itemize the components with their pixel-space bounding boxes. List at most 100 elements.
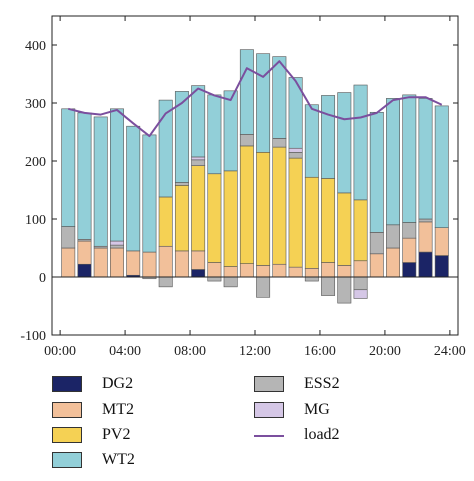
- bar-mt2-h15: [288, 266, 303, 278]
- bar-wt2-h2: [77, 112, 92, 240]
- bar-wt2-h24: [434, 105, 449, 229]
- bar-ess2-h21: [386, 224, 400, 249]
- x-tick-label-3: 12:00: [239, 344, 271, 359]
- bar-wt2-h20: [369, 111, 384, 233]
- bar-wt2-h22: [402, 94, 417, 223]
- bar-wt2-h19: [353, 84, 368, 201]
- bar-wt2-h13: [256, 53, 271, 153]
- line-load2: [67, 60, 443, 138]
- bar-ess2-h22: [402, 222, 417, 239]
- bar-mg-h9: [191, 156, 206, 161]
- bar-mt2-h24: [434, 227, 449, 256]
- bar-mg-h19: [353, 289, 368, 299]
- bar-ess2-h13: [256, 276, 271, 298]
- bar-ess2-h20: [369, 232, 384, 255]
- x-tick-label-4: 16:00: [304, 344, 336, 359]
- bar-pv2-h9: [191, 165, 206, 252]
- bar-wt2-h9: [191, 85, 206, 158]
- bar-wt2-h12: [239, 49, 254, 135]
- bars-layer: [61, 49, 449, 304]
- bar-ess2-h7: [158, 276, 173, 288]
- x-tick-label-0: 00:00: [44, 344, 76, 359]
- bar-pv2-h14: [272, 146, 287, 265]
- y-axis: -100 0 100 200 300 400: [20, 39, 458, 344]
- bar-mg-h4: [110, 240, 124, 246]
- bar-mt2-h11: [223, 266, 238, 278]
- bar-dg2-h23: [418, 251, 433, 278]
- bar-wt2-h3: [93, 116, 108, 247]
- bar-mt2-h4: [110, 247, 124, 278]
- bar-pv2-h19: [353, 199, 368, 262]
- bar-mt2-h16: [304, 267, 319, 278]
- bar-wt2-h1: [61, 108, 76, 227]
- bar-mg-h15: [288, 147, 303, 153]
- y-tick-label-400: 400: [25, 39, 46, 54]
- bar-ess2-h18: [337, 276, 352, 304]
- bar-mt2-h23: [418, 221, 433, 253]
- bar-wt2-h23: [418, 98, 433, 220]
- bar-mt2-h19: [353, 260, 368, 278]
- bar-mt2-h5: [126, 250, 141, 276]
- bar-pv2-h13: [256, 152, 271, 266]
- bar-mt2-h6: [142, 251, 157, 278]
- bar-pv2-h12: [239, 145, 254, 264]
- bar-wt2-h14: [272, 56, 287, 139]
- bar-pv2-h18: [337, 192, 352, 266]
- bar-mt2-h2: [77, 240, 92, 265]
- y-tick-label-300: 300: [25, 97, 46, 112]
- bar-ess2-h8: [174, 182, 189, 186]
- bar-dg2-h24: [434, 255, 449, 278]
- x-tick-label-2: 08:00: [174, 344, 206, 359]
- bar-wt2-h7: [158, 99, 173, 198]
- bar-mt2-h7: [158, 245, 173, 278]
- bar-pv2-h11: [223, 170, 238, 267]
- bar-mt2-h14: [272, 263, 287, 278]
- bar-wt2-h18: [337, 92, 352, 194]
- bar-mt2-h9: [191, 250, 206, 270]
- bar-mt2-h10: [207, 262, 222, 278]
- bar-mt2-h8: [174, 250, 189, 278]
- bar-wt2-h15: [288, 77, 303, 149]
- load-line-layer: [67, 60, 443, 138]
- bar-mt2-h20: [369, 253, 384, 278]
- bar-ess2-h14: [272, 138, 287, 148]
- bar-wt2-h16: [304, 104, 319, 178]
- bar-ess2-h12: [239, 134, 254, 147]
- bar-mt2-h1: [61, 247, 76, 278]
- bar-ess2-h4: [110, 244, 124, 249]
- y-tick-label-0: 0: [39, 271, 46, 286]
- bar-dg2-h9: [191, 269, 206, 278]
- bar-ess2-h19: [353, 276, 368, 291]
- bar-ess2-h1: [61, 226, 76, 249]
- bar-wt2-h6: [142, 134, 157, 253]
- bar-pv2-h8: [174, 185, 189, 252]
- y-tick-label-100: 100: [25, 213, 46, 228]
- x-tick-label-5: 20:00: [369, 344, 401, 359]
- bar-pv2-h16: [304, 176, 319, 269]
- bar-mt2-h17: [321, 262, 336, 278]
- bar-mt2-h13: [256, 265, 271, 278]
- bar-dg2-h22: [402, 262, 417, 278]
- bar-wt2-h5: [126, 125, 141, 252]
- bar-ess2-h9: [191, 159, 206, 166]
- bar-pv2-h15: [288, 157, 303, 268]
- bar-wt2-h10: [207, 94, 222, 175]
- bar-ess2-h16: [304, 276, 319, 282]
- bar-wt2-h17: [321, 95, 336, 179]
- bar-ess2-h10: [207, 276, 222, 282]
- bar-ess2-h17: [321, 276, 336, 296]
- bar-dg2-h2: [77, 263, 92, 278]
- bar-mt2-h3: [93, 247, 108, 278]
- bar-wt2-h4: [110, 108, 124, 242]
- bar-wt2-h8: [174, 91, 189, 183]
- x-tick-label-6: 24:00: [434, 344, 466, 359]
- bar-pv2-h10: [207, 173, 222, 263]
- bar-mt2-h12: [239, 263, 254, 278]
- bar-pv2-h7: [158, 196, 173, 247]
- bar-ess2-h23: [418, 218, 433, 223]
- x-tick-label-1: 04:00: [109, 344, 141, 359]
- y-tick-label--100: -100: [20, 329, 46, 344]
- bar-ess2-h11: [223, 276, 238, 288]
- bar-wt2-h21: [386, 98, 400, 226]
